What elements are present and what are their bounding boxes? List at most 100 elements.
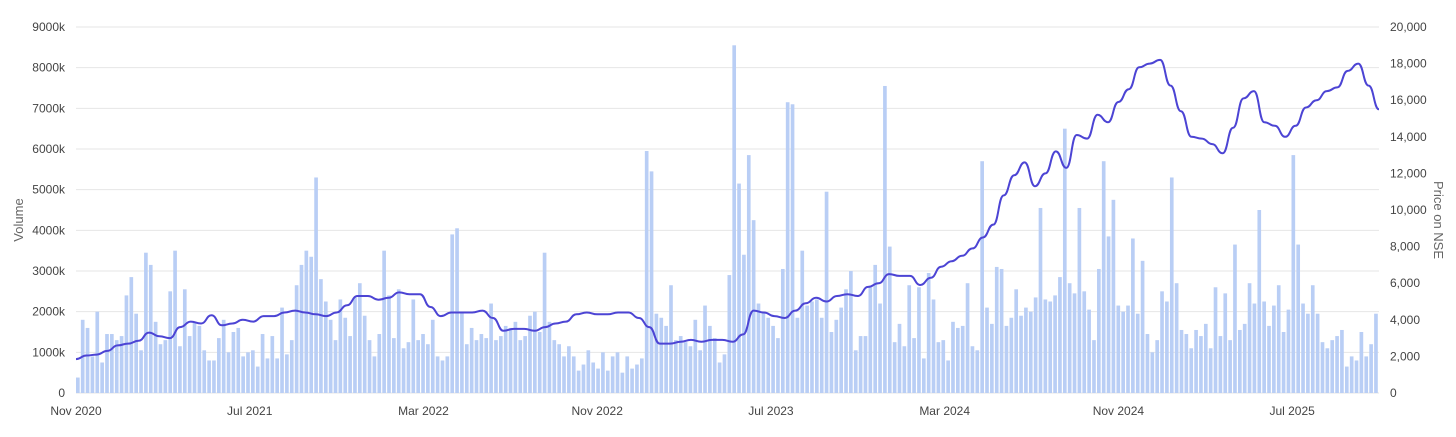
volume-bar xyxy=(708,325,712,393)
volume-bar xyxy=(197,325,202,393)
volume-bar xyxy=(377,334,382,393)
volume-bar xyxy=(1242,323,1247,393)
y2-tick-label: 12,000 xyxy=(1390,166,1427,180)
volume-bar xyxy=(1111,199,1116,393)
volume-bar xyxy=(251,350,255,393)
volume-bar xyxy=(396,289,401,393)
volume-bar xyxy=(416,340,420,393)
y-tick-label: 6000k xyxy=(32,142,66,156)
volume-bar xyxy=(1281,332,1286,393)
volume-bar xyxy=(1228,340,1232,393)
volume-bar xyxy=(980,161,984,393)
volume-bar xyxy=(255,366,260,393)
y-tick-label: 4000k xyxy=(32,223,66,237)
volume-bar xyxy=(703,305,707,393)
volume-bar xyxy=(994,266,999,393)
volume-bar xyxy=(1276,285,1281,393)
volume-bar xyxy=(960,325,965,393)
volume-bar xyxy=(430,319,435,393)
volume-bar xyxy=(581,364,586,393)
volume-bar xyxy=(1087,309,1091,393)
volume-bar xyxy=(1267,325,1271,393)
volume-bar xyxy=(800,250,805,393)
x-tick-label: Nov 2020 xyxy=(50,404,102,418)
x-tick-label: Mar 2024 xyxy=(919,404,970,418)
volume-bar xyxy=(474,340,479,393)
volume-bar xyxy=(270,336,275,393)
y2-tick-label: 18,000 xyxy=(1390,57,1427,71)
y2-tick-label: 16,000 xyxy=(1390,93,1427,107)
volume-bar xyxy=(1048,301,1053,393)
volume-bar xyxy=(309,256,314,393)
volume-bar xyxy=(1155,340,1160,393)
volume-bar xyxy=(717,362,722,393)
x-tick-label: Jul 2021 xyxy=(227,404,273,418)
y2-tick-label: 2,000 xyxy=(1390,349,1420,363)
volume-bar xyxy=(732,45,737,394)
volume-bar xyxy=(503,325,508,393)
volume-bar xyxy=(863,336,868,393)
volume-bar xyxy=(1033,297,1038,393)
volume-bar xyxy=(338,299,343,393)
volume-bar xyxy=(129,277,134,393)
volume-bar xyxy=(280,307,284,393)
volume-bar xyxy=(455,228,459,393)
volume-bar xyxy=(912,338,916,393)
volume-bar xyxy=(805,305,809,393)
volume-bar xyxy=(1165,301,1169,393)
volume-bar xyxy=(1062,128,1067,394)
volume-bar xyxy=(1233,244,1237,393)
volume-bar xyxy=(635,364,639,393)
volume-bar xyxy=(1179,329,1184,393)
volume-bar xyxy=(110,334,114,393)
volume-bar xyxy=(576,370,581,393)
volume-bar xyxy=(844,289,848,393)
volume-bar xyxy=(547,321,552,393)
volume-bar xyxy=(722,354,727,393)
volume-bar xyxy=(819,317,824,393)
volume-bar xyxy=(513,321,518,393)
volume-bar xyxy=(1306,313,1310,393)
volume-bar xyxy=(625,356,630,393)
volume-bar xyxy=(489,303,493,393)
volume-bar xyxy=(552,340,557,393)
volume-bar xyxy=(936,342,941,393)
volume-bar xyxy=(76,377,80,393)
volume-bar xyxy=(654,313,659,393)
volume-bar xyxy=(319,279,323,393)
volume-bar xyxy=(853,350,858,393)
volume-bar xyxy=(406,342,411,393)
volume-bar xyxy=(1101,161,1106,393)
volume-bar xyxy=(348,336,352,393)
volume-bar xyxy=(1145,334,1150,393)
volume-bar xyxy=(1024,307,1028,393)
volume-bar xyxy=(518,340,523,393)
volume-bar xyxy=(1208,348,1213,393)
volume-bar xyxy=(1335,336,1339,393)
volume-bar xyxy=(1238,329,1242,393)
volume-bar xyxy=(892,342,897,393)
volume-bar xyxy=(392,338,396,393)
volume-bar xyxy=(1359,332,1364,393)
volume-bar xyxy=(887,246,892,393)
volume-bar xyxy=(1252,303,1257,393)
volume-bar xyxy=(795,317,800,393)
volume-bar xyxy=(372,356,377,393)
volume-bar xyxy=(1291,155,1296,393)
volume-bar xyxy=(202,350,207,393)
volume-bar xyxy=(1097,268,1101,393)
volume-bar xyxy=(742,254,746,393)
volume-bar xyxy=(289,340,294,393)
volume-bar xyxy=(1213,287,1218,393)
x-tick-label: Nov 2022 xyxy=(572,404,624,418)
volume-bar xyxy=(756,303,761,393)
volume-bar xyxy=(557,344,561,393)
volume-bar xyxy=(1330,340,1335,393)
volume-bar xyxy=(139,350,143,393)
y-tick-label: 9000k xyxy=(32,20,66,34)
volume-bar xyxy=(236,327,241,393)
volume-bar xyxy=(999,268,1004,393)
volume-bar xyxy=(411,299,416,393)
volume-bar xyxy=(314,177,318,393)
